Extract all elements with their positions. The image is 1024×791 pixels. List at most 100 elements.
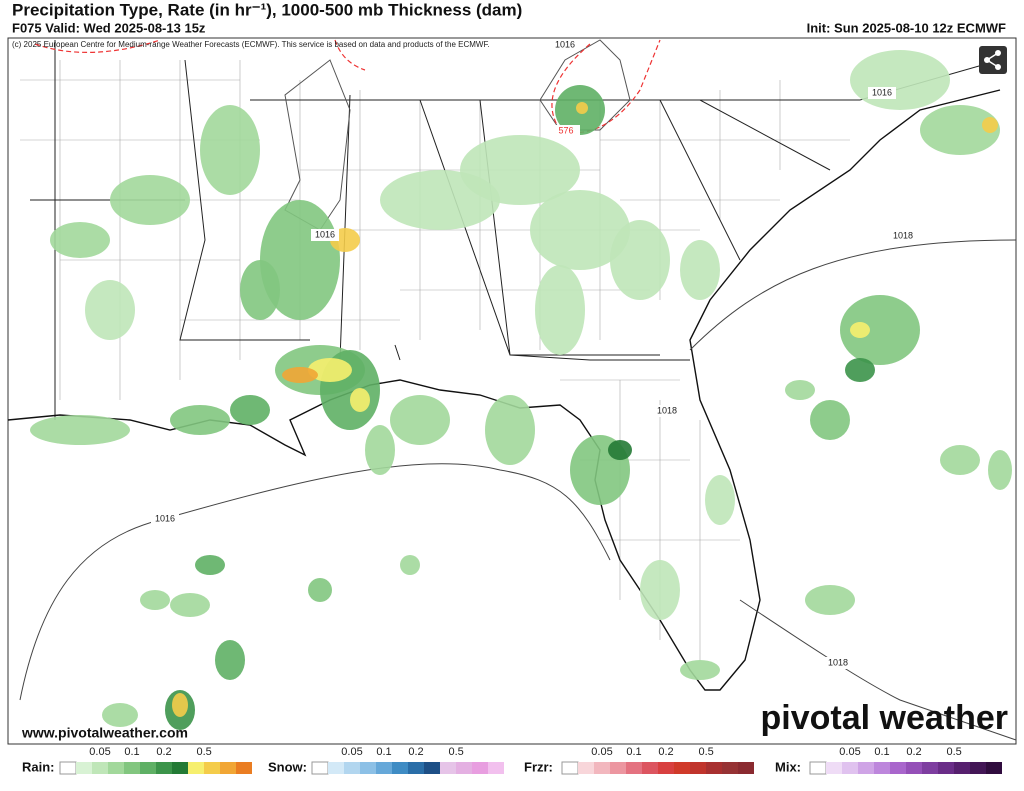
precip-area [172, 693, 188, 717]
contour-label: 1016 [555, 39, 575, 49]
legend-label: Rain: [22, 759, 55, 774]
precip-area [400, 555, 420, 575]
copyright: (c) 2025 European Centre for Medium-rang… [12, 40, 490, 49]
precip-area [982, 117, 998, 133]
legend-tick: 0.2 [906, 746, 921, 758]
precip-area [365, 425, 395, 475]
share-button[interactable] [979, 46, 1007, 74]
legend-swatch [561, 761, 579, 775]
legend-tick: 0.2 [156, 746, 171, 758]
precip-area [308, 578, 332, 602]
legend-swatch [986, 762, 1002, 774]
legend-tick: 0.1 [874, 746, 889, 758]
legend-swatch [311, 761, 329, 775]
precip-area [390, 395, 450, 445]
legend-swatch [690, 762, 706, 774]
legend-tick: 0.1 [376, 746, 391, 758]
legend-swatch [610, 762, 626, 774]
legend-label: Frzr: [524, 759, 553, 774]
legend-tick: 0.5 [449, 746, 464, 758]
legend-swatch [424, 762, 440, 774]
precip-area [240, 260, 280, 320]
legend-swatch [140, 762, 156, 774]
legend-tick: 0.1 [124, 746, 139, 758]
legend-label: Snow: [268, 759, 307, 774]
legend-tick: 0.2 [658, 746, 673, 758]
legend-swatch [472, 762, 488, 774]
precip-area [110, 175, 190, 225]
precip-area [460, 135, 580, 205]
legend-swatch [376, 762, 392, 774]
precip-area [50, 222, 110, 258]
precip-area [85, 280, 135, 340]
contour-label-bg [889, 230, 917, 242]
legend-swatch [488, 762, 504, 774]
legend-swatch [440, 762, 456, 774]
legend-swatch [108, 762, 124, 774]
precip-area [940, 445, 980, 475]
legend-tick: 0.1 [626, 746, 641, 758]
contour-label-bg [151, 513, 179, 525]
legend-swatch [76, 762, 92, 774]
precip-area [608, 440, 632, 460]
contour-label-bg [552, 125, 580, 137]
precip-area [282, 367, 318, 383]
legend-swatch [674, 762, 690, 774]
legend: Rain: 0.05 0.1 0.2 0.5 Snow: 0.05 0.1 0.2 0.5 Frzr… [22, 746, 1002, 775]
legend-swatch [220, 762, 236, 774]
legend-tick: 0.5 [947, 746, 962, 758]
share-icon-line [985, 52, 999, 68]
legend-swatch [92, 762, 108, 774]
legend-swatch [938, 762, 954, 774]
legend-swatch [890, 762, 906, 774]
precip-area [680, 660, 720, 680]
precip-area [705, 475, 735, 525]
legend-tick: 0.5 [699, 746, 714, 758]
precip-area [200, 105, 260, 195]
contour-label-bg [311, 229, 339, 241]
precip-area [850, 50, 950, 110]
legend-swatch [874, 762, 890, 774]
precip-area [535, 265, 585, 355]
legend-tick: 0.05 [89, 746, 110, 758]
legend-swatch [408, 762, 424, 774]
precip-area [230, 395, 270, 425]
legend-tick: 0.05 [839, 746, 860, 758]
precip-area [840, 295, 920, 365]
precip-area [102, 703, 138, 727]
legend-swatch [722, 762, 738, 774]
precip-area [810, 400, 850, 440]
legend-swatch [658, 762, 674, 774]
precip-area [350, 388, 370, 412]
contour-labels: 1016 1016 1016 1016 1018 1018 1018 576 [151, 39, 917, 669]
legend-swatch [738, 762, 754, 774]
legend-swatch [826, 762, 842, 774]
precip-area [610, 220, 670, 300]
legend-swatch [842, 762, 858, 774]
legend-swatch [626, 762, 642, 774]
precip-area [140, 590, 170, 610]
precip-area [850, 322, 870, 338]
contour-label: 1018 [828, 657, 848, 667]
contour-label: 576 [558, 125, 573, 135]
precip-area [30, 415, 130, 445]
precip-area [530, 190, 630, 270]
legend-swatch [970, 762, 986, 774]
precip-area [785, 380, 815, 400]
contour-label: 1016 [872, 87, 892, 97]
precip-area [170, 593, 210, 617]
legend-swatch [906, 762, 922, 774]
legend-swatch [344, 762, 360, 774]
legend-swatch [59, 761, 77, 775]
legend-swatch [172, 762, 188, 774]
legend-swatch [594, 762, 610, 774]
contour-label-bg [824, 657, 852, 669]
contour-label-bg [551, 39, 579, 51]
website: www.pivotalweather.com [21, 725, 188, 741]
contour-label: 1016 [315, 229, 335, 239]
legend-tick: 0.05 [341, 746, 362, 758]
precip-area [170, 405, 230, 435]
map: 1016 1016 1016 1016 1018 1018 1018 576 www.pivo… [7, 37, 1017, 745]
legend-swatch [809, 761, 827, 775]
state-lines [30, 40, 1001, 420]
